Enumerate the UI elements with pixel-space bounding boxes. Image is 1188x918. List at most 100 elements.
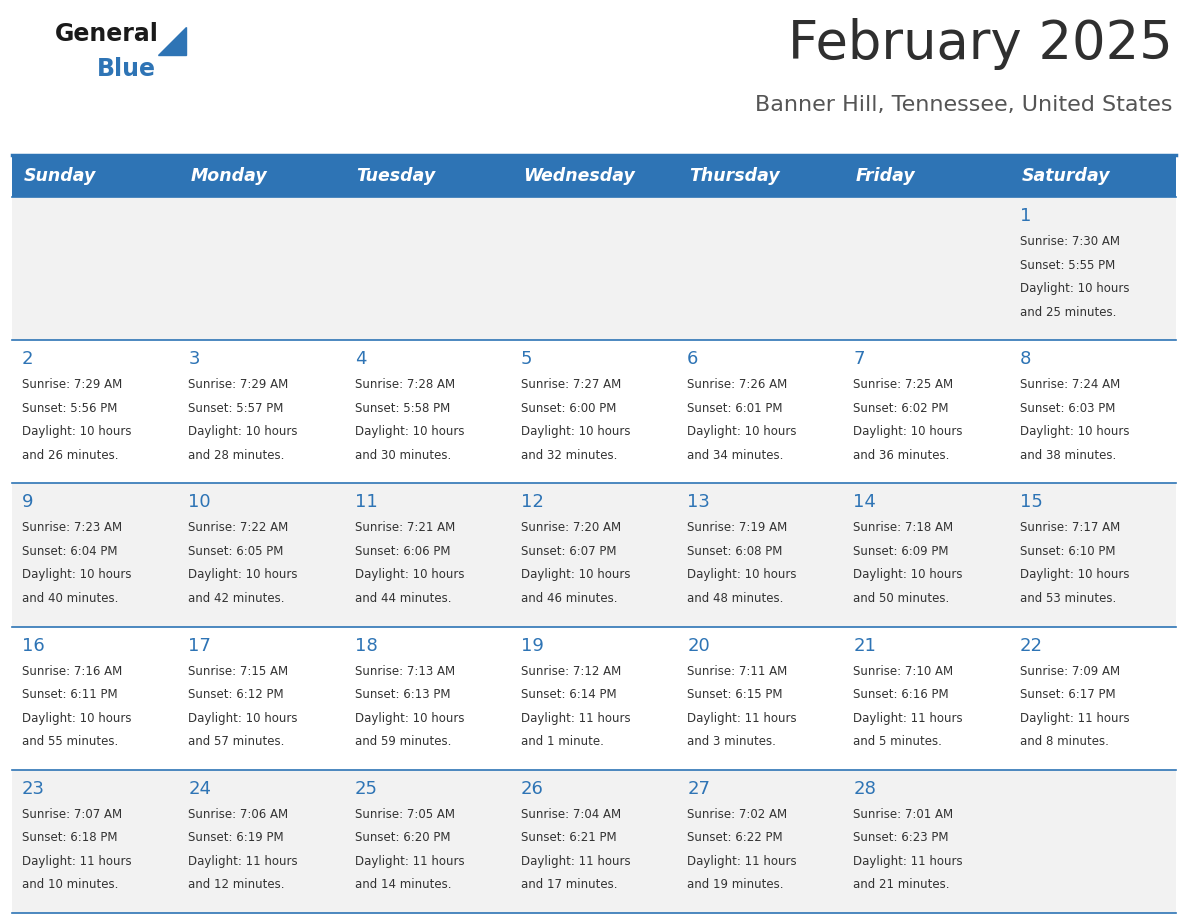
Bar: [511, 484, 677, 627]
Text: Sunrise: 7:02 AM: Sunrise: 7:02 AM: [687, 808, 788, 821]
Text: and 26 minutes.: and 26 minutes.: [23, 449, 119, 462]
Bar: [843, 197, 1010, 341]
Text: 20: 20: [687, 636, 710, 655]
Bar: [511, 627, 677, 770]
Text: Daylight: 11 hours: Daylight: 11 hours: [520, 855, 631, 868]
Text: Daylight: 10 hours: Daylight: 10 hours: [354, 425, 465, 438]
Text: and 25 minutes.: and 25 minutes.: [1019, 306, 1116, 319]
Text: Daylight: 11 hours: Daylight: 11 hours: [520, 711, 631, 724]
Text: 21: 21: [853, 636, 877, 655]
Text: Sunrise: 7:09 AM: Sunrise: 7:09 AM: [1019, 665, 1120, 677]
Text: Blue: Blue: [97, 57, 156, 81]
Text: Daylight: 10 hours: Daylight: 10 hours: [23, 711, 132, 724]
Text: 28: 28: [853, 779, 877, 798]
Text: 4: 4: [354, 350, 366, 368]
Text: Sunrise: 7:18 AM: Sunrise: 7:18 AM: [853, 521, 954, 534]
Text: Sunset: 6:22 PM: Sunset: 6:22 PM: [687, 832, 783, 845]
Bar: [1010, 484, 1176, 627]
Bar: [345, 627, 511, 770]
Text: February 2025: February 2025: [789, 18, 1173, 70]
Text: 26: 26: [520, 779, 544, 798]
Text: Sunset: 6:20 PM: Sunset: 6:20 PM: [354, 832, 450, 845]
Text: 2: 2: [23, 350, 33, 368]
Bar: [12, 484, 178, 627]
Text: Sunrise: 7:01 AM: Sunrise: 7:01 AM: [853, 808, 954, 821]
Text: and 3 minutes.: and 3 minutes.: [687, 735, 776, 748]
Text: 15: 15: [1019, 493, 1043, 511]
Text: and 38 minutes.: and 38 minutes.: [1019, 449, 1116, 462]
Text: Daylight: 10 hours: Daylight: 10 hours: [853, 425, 963, 438]
Bar: [1010, 197, 1176, 341]
Text: and 59 minutes.: and 59 minutes.: [354, 735, 451, 748]
Text: Sunset: 5:57 PM: Sunset: 5:57 PM: [188, 402, 284, 415]
Text: General: General: [55, 22, 159, 46]
Text: Sunset: 6:01 PM: Sunset: 6:01 PM: [687, 402, 783, 415]
Text: Saturday: Saturday: [1022, 167, 1111, 185]
Bar: [1010, 627, 1176, 770]
Bar: [178, 155, 345, 197]
Text: Daylight: 10 hours: Daylight: 10 hours: [188, 711, 298, 724]
Text: Daylight: 11 hours: Daylight: 11 hours: [687, 855, 797, 868]
Bar: [1010, 155, 1176, 197]
Text: 27: 27: [687, 779, 710, 798]
Text: and 34 minutes.: and 34 minutes.: [687, 449, 784, 462]
Text: Daylight: 11 hours: Daylight: 11 hours: [23, 855, 132, 868]
Text: Sunset: 5:58 PM: Sunset: 5:58 PM: [354, 402, 450, 415]
Text: Sunrise: 7:11 AM: Sunrise: 7:11 AM: [687, 665, 788, 677]
Text: Daylight: 10 hours: Daylight: 10 hours: [23, 568, 132, 581]
Text: Sunrise: 7:12 AM: Sunrise: 7:12 AM: [520, 665, 621, 677]
Text: Sunrise: 7:27 AM: Sunrise: 7:27 AM: [520, 378, 621, 391]
Bar: [345, 155, 511, 197]
Text: 18: 18: [354, 636, 378, 655]
Text: Sunset: 6:23 PM: Sunset: 6:23 PM: [853, 832, 949, 845]
Text: Sunset: 6:08 PM: Sunset: 6:08 PM: [687, 545, 783, 558]
Bar: [511, 197, 677, 341]
Text: 1: 1: [1019, 207, 1031, 225]
Text: Sunset: 6:13 PM: Sunset: 6:13 PM: [354, 688, 450, 701]
Text: Sunset: 6:21 PM: Sunset: 6:21 PM: [520, 832, 617, 845]
Text: and 1 minute.: and 1 minute.: [520, 735, 604, 748]
Bar: [178, 484, 345, 627]
Text: and 53 minutes.: and 53 minutes.: [1019, 592, 1116, 605]
Text: Sunset: 6:09 PM: Sunset: 6:09 PM: [853, 545, 949, 558]
Text: and 10 minutes.: and 10 minutes.: [23, 879, 119, 891]
Text: Daylight: 10 hours: Daylight: 10 hours: [354, 568, 465, 581]
Bar: [843, 770, 1010, 913]
Text: Sunset: 6:14 PM: Sunset: 6:14 PM: [520, 688, 617, 701]
Text: Sunset: 6:02 PM: Sunset: 6:02 PM: [853, 402, 949, 415]
Text: Sunrise: 7:16 AM: Sunrise: 7:16 AM: [23, 665, 122, 677]
Text: and 19 minutes.: and 19 minutes.: [687, 879, 784, 891]
Text: Sunset: 6:11 PM: Sunset: 6:11 PM: [23, 688, 118, 701]
Bar: [843, 155, 1010, 197]
Text: Sunrise: 7:29 AM: Sunrise: 7:29 AM: [188, 378, 289, 391]
Text: Daylight: 10 hours: Daylight: 10 hours: [23, 425, 132, 438]
Text: Sunset: 6:05 PM: Sunset: 6:05 PM: [188, 545, 284, 558]
Text: Daylight: 10 hours: Daylight: 10 hours: [687, 425, 797, 438]
Text: Daylight: 10 hours: Daylight: 10 hours: [1019, 425, 1130, 438]
Text: Sunrise: 7:15 AM: Sunrise: 7:15 AM: [188, 665, 289, 677]
Text: 24: 24: [188, 779, 211, 798]
Text: Sunrise: 7:20 AM: Sunrise: 7:20 AM: [520, 521, 621, 534]
Text: and 48 minutes.: and 48 minutes.: [687, 592, 784, 605]
Bar: [843, 484, 1010, 627]
Bar: [345, 341, 511, 484]
Bar: [178, 770, 345, 913]
Text: Daylight: 11 hours: Daylight: 11 hours: [188, 855, 298, 868]
Text: Sunset: 6:07 PM: Sunset: 6:07 PM: [520, 545, 617, 558]
Bar: [178, 341, 345, 484]
Text: Sunset: 6:15 PM: Sunset: 6:15 PM: [687, 688, 783, 701]
Text: 9: 9: [23, 493, 33, 511]
Text: Sunset: 6:03 PM: Sunset: 6:03 PM: [1019, 402, 1116, 415]
Text: Sunrise: 7:13 AM: Sunrise: 7:13 AM: [354, 665, 455, 677]
Text: and 57 minutes.: and 57 minutes.: [188, 735, 285, 748]
Text: and 42 minutes.: and 42 minutes.: [188, 592, 285, 605]
Bar: [677, 341, 843, 484]
Bar: [1010, 341, 1176, 484]
Text: Sunrise: 7:10 AM: Sunrise: 7:10 AM: [853, 665, 954, 677]
Text: Sunrise: 7:30 AM: Sunrise: 7:30 AM: [1019, 235, 1120, 248]
Bar: [12, 197, 178, 341]
Text: and 50 minutes.: and 50 minutes.: [853, 592, 949, 605]
Bar: [677, 484, 843, 627]
Text: Daylight: 11 hours: Daylight: 11 hours: [354, 855, 465, 868]
Text: 7: 7: [853, 350, 865, 368]
